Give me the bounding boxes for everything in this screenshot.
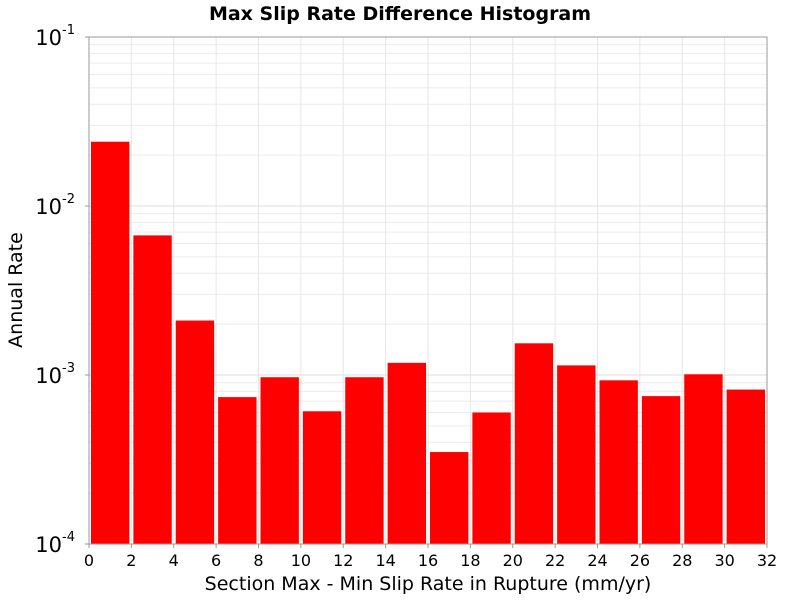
x-tick-label: 10 [291,551,311,570]
x-tick-label: 12 [333,551,353,570]
histogram-bar [260,377,299,544]
y-tick-exponent: -2 [62,192,75,207]
y-axis-ticks: 10-110-210-310-4 [35,23,89,557]
y-tick-exponent: -3 [62,361,75,376]
x-tick-label: 22 [545,551,565,570]
x-tick-label: 6 [211,551,221,570]
histogram-bar [514,343,554,544]
histogram-bar [430,452,469,544]
histogram-bar [599,380,638,544]
histogram-bar [345,377,384,544]
x-tick-label: 14 [375,551,395,570]
x-tick-label: 32 [757,551,777,570]
x-tick-label: 0 [84,551,94,570]
x-tick-label: 2 [126,551,136,570]
x-tick-label: 24 [587,551,607,570]
histogram-bar [641,396,681,544]
x-axis-label: Section Max - Min Slip Rate in Rupture (… [205,573,652,595]
x-tick-label: 30 [714,551,734,570]
y-tick-label: 10 [35,195,62,219]
x-tick-label: 8 [253,551,263,570]
x-tick-label: 4 [169,551,179,570]
y-tick-exponent: -1 [62,23,75,38]
y-tick-label: 10 [35,533,62,557]
y-tick-label: 10 [35,364,62,388]
histogram-bar [726,389,765,544]
histogram-bar [684,374,723,544]
histogram-bar [472,412,511,544]
histogram-bar [387,362,426,544]
y-tick-label: 10 [35,26,62,50]
x-tick-label: 18 [460,551,480,570]
bars [91,141,765,544]
y-tick-exponent: -4 [62,530,75,545]
histogram-bar [133,235,172,544]
histogram-bar [557,365,596,544]
x-tick-label: 16 [418,551,438,570]
chart-title: Max Slip Rate Difference Histogram [209,3,591,25]
x-tick-label: 28 [672,551,692,570]
histogram-bar [175,320,215,544]
histogram-bar [218,397,257,544]
x-axis-ticks: 0 2 4 6 8 10 12 14 16 18 20 22 24 26 28 30 32 [84,544,777,570]
x-tick-label: 26 [630,551,650,570]
histogram-bar [302,411,342,544]
x-tick-label: 20 [503,551,523,570]
y-axis-label: Annual Rate [5,232,27,348]
histogram-bar [91,141,130,544]
